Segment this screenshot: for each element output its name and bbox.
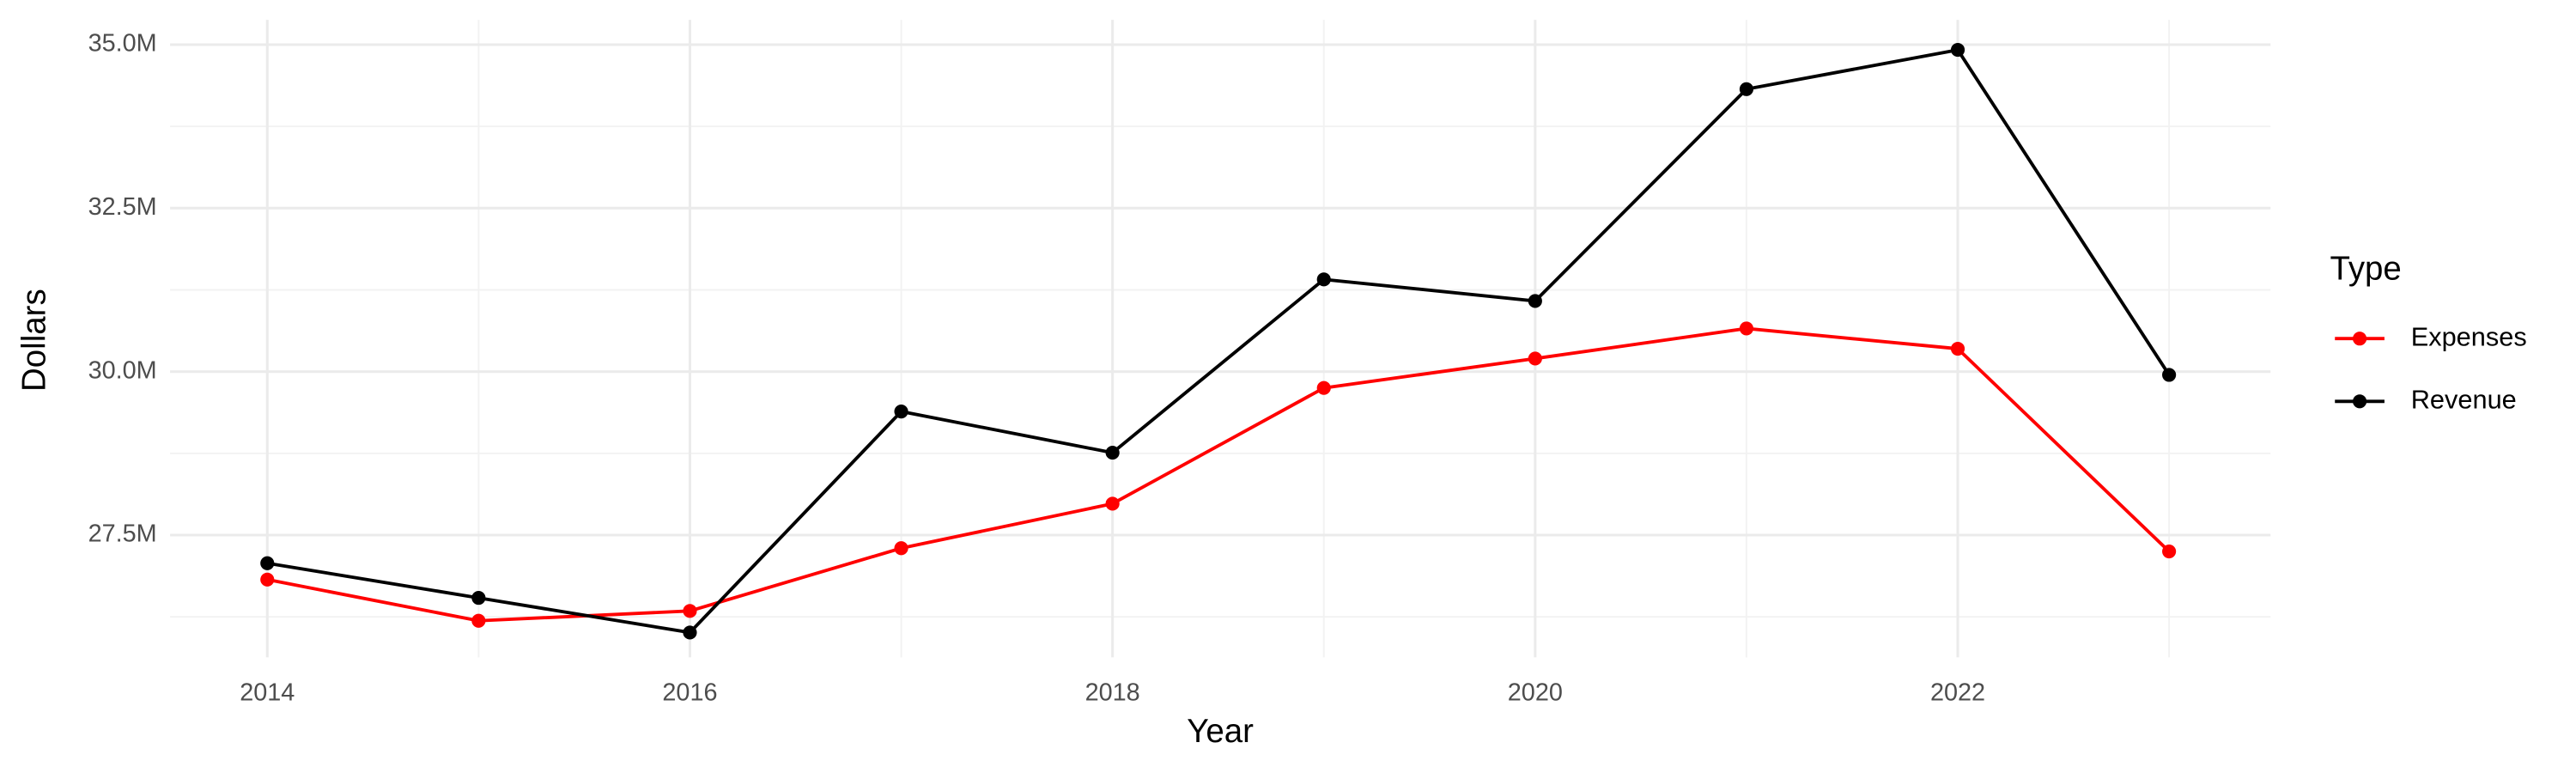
data-point <box>260 556 275 570</box>
grid <box>170 20 2271 658</box>
data-point <box>1105 496 1120 511</box>
data-point <box>1739 82 1753 96</box>
data-point <box>683 625 697 640</box>
y-axis-title: Dollars <box>15 289 52 392</box>
data-point <box>260 572 275 587</box>
data-point <box>1105 446 1120 460</box>
data-point <box>471 613 486 628</box>
legend-label: Revenue <box>2411 384 2517 414</box>
x-tick-label: 2022 <box>1930 679 1985 706</box>
data-point <box>1316 380 1331 395</box>
legend-label: Expenses <box>2411 321 2527 351</box>
data-point <box>1528 294 1542 308</box>
legend-title: Type <box>2330 251 2401 288</box>
legend-key-point <box>2353 332 2367 346</box>
series-line <box>266 47 2171 635</box>
data-point <box>894 405 908 419</box>
data-point <box>894 541 908 556</box>
data-point <box>1950 341 1965 356</box>
y-tick-label: 30.0M <box>88 356 157 384</box>
y-tick-label: 32.5M <box>88 193 157 221</box>
x-tick-label: 2016 <box>662 679 717 706</box>
data-point <box>1950 43 1965 58</box>
data-point <box>471 591 486 606</box>
x-tick-label: 2020 <box>1508 679 1563 706</box>
y-tick-label: 27.5M <box>88 520 157 548</box>
y-tick-label: 35.0M <box>88 30 157 58</box>
data-point <box>1739 321 1753 336</box>
x-axis-title: Year <box>1187 713 1254 750</box>
data-point <box>2162 544 2177 559</box>
legend-key-point <box>2353 394 2367 409</box>
data-point <box>1528 351 1542 366</box>
x-tick-label: 2014 <box>240 679 295 706</box>
data-point <box>1316 272 1331 287</box>
data-point <box>683 604 697 618</box>
data-point <box>2162 368 2177 382</box>
x-tick-label: 2018 <box>1085 679 1140 706</box>
